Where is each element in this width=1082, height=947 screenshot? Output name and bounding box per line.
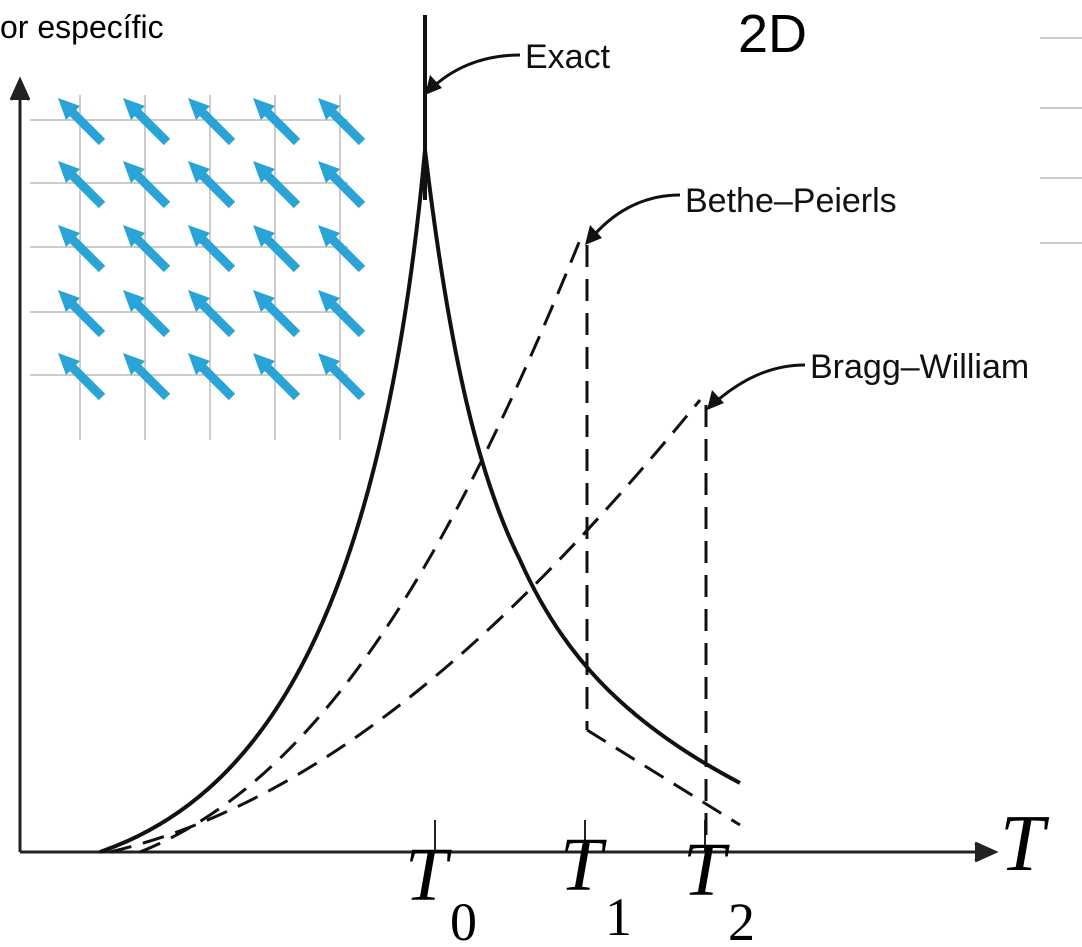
partial-title: or específic [0,9,164,45]
tick-main: T [683,828,730,912]
axes [9,76,999,863]
bragg-curve [109,399,708,854]
faint-lines [1040,37,1082,244]
tick-sub: 0 [450,892,477,947]
tick-sub: 1 [605,887,632,947]
bethe-curve [139,239,741,854]
bethe-label: Bethe–Peierls [685,182,897,220]
exact-label: Exact [525,38,611,76]
arrow-heads [425,75,724,410]
spin-lattice [30,95,362,440]
bragg-label: Bragg–William [810,348,1029,386]
tick-main: T [405,833,452,917]
dimension-label: 2D [738,4,807,64]
exact-curve [99,15,741,854]
tick-labels: T 0 T 1 T 2 [405,823,755,947]
tick-main: T [560,823,607,907]
x-axis-label: T [1000,800,1050,888]
tick-sub: 2 [728,892,755,947]
